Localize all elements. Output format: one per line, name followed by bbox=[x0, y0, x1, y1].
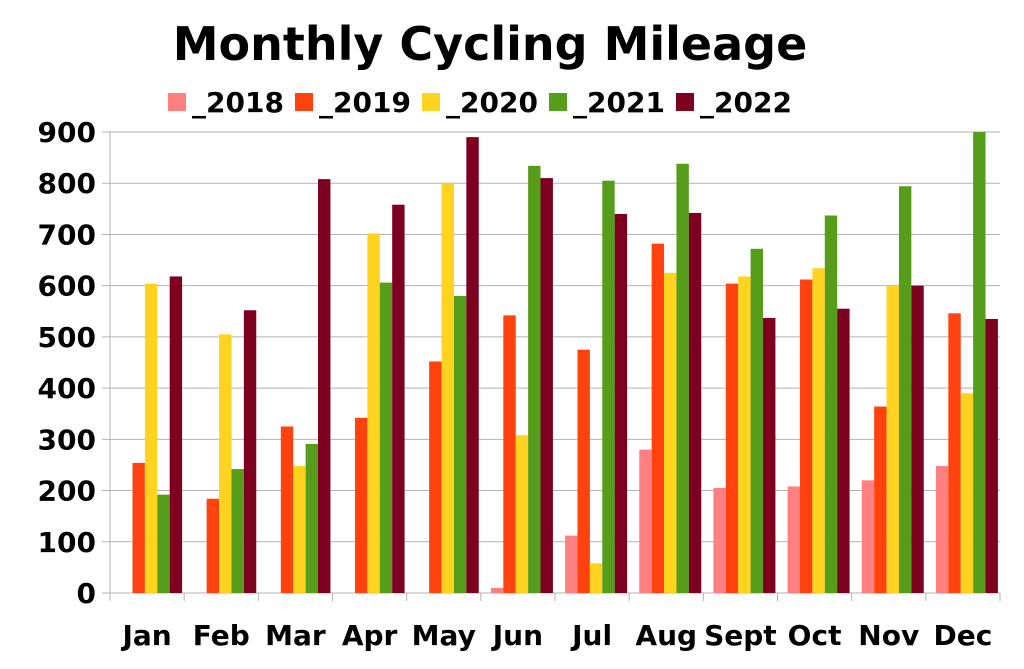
legend-label: _2022 bbox=[700, 86, 792, 119]
bar-2022-feb bbox=[243, 310, 257, 593]
bar-2021-jan bbox=[157, 494, 170, 593]
bar-2020-feb bbox=[219, 334, 232, 593]
x-tick-label: Jun bbox=[491, 619, 543, 652]
x-tick-label: Nov bbox=[858, 619, 919, 652]
bar-2022-oct bbox=[837, 308, 850, 593]
legend-swatch bbox=[168, 93, 186, 111]
bar-2022-apr bbox=[392, 204, 405, 594]
bar-2018-jul bbox=[565, 535, 578, 593]
y-tick-label: 200 bbox=[38, 475, 96, 508]
bar-2020-may bbox=[441, 183, 454, 593]
bar-2019-jul bbox=[577, 349, 590, 593]
y-tick-label: 400 bbox=[38, 372, 96, 405]
bar-2021-dec bbox=[973, 132, 986, 593]
bar-2022-sept bbox=[763, 317, 776, 593]
bar-2019-dec bbox=[948, 313, 961, 593]
bar-2019-jan bbox=[132, 462, 145, 593]
legend-label: _2021 bbox=[573, 86, 665, 119]
bar-2020-jan bbox=[144, 283, 158, 593]
y-tick-label: 600 bbox=[38, 270, 96, 303]
legend-swatch bbox=[295, 93, 313, 111]
bar-2022-nov bbox=[911, 285, 924, 593]
y-tick-label: 900 bbox=[38, 116, 96, 149]
legend: _2018 _2019 _2020 _2021 _2022 bbox=[168, 86, 792, 119]
bars bbox=[132, 132, 998, 594]
bar-2021-sept bbox=[750, 248, 764, 593]
bar-2018-aug bbox=[639, 449, 652, 593]
bar-2021-jun bbox=[528, 165, 541, 593]
bar-2019-apr bbox=[354, 417, 368, 593]
legend-label: _2018 bbox=[192, 86, 284, 119]
bar-2022-dec bbox=[985, 318, 998, 593]
bar-2019-sept bbox=[725, 283, 739, 593]
bar-2021-nov bbox=[898, 186, 912, 593]
legend-swatch bbox=[549, 93, 567, 111]
bar-2022-aug bbox=[688, 212, 702, 594]
legend-swatch bbox=[676, 93, 694, 111]
chart-title: Monthly Cycling Mileage bbox=[173, 17, 808, 71]
bar-2021-jul bbox=[602, 180, 615, 593]
bar-2020-mar bbox=[293, 465, 306, 593]
x-tick-label: Mar bbox=[265, 619, 326, 652]
bar-2019-feb bbox=[206, 498, 220, 593]
bar-2018-jun bbox=[490, 587, 504, 593]
bar-2020-jun bbox=[515, 435, 529, 593]
x-tick-label: Sept bbox=[704, 619, 777, 652]
bar-2022-jun bbox=[540, 178, 553, 593]
bar-2020-sept bbox=[738, 276, 751, 593]
bar-2020-oct bbox=[812, 268, 825, 593]
bar-2019-aug bbox=[651, 243, 665, 594]
bar-2020-nov bbox=[886, 285, 899, 593]
bar-2022-may bbox=[466, 137, 479, 593]
bar-2022-jul bbox=[614, 213, 628, 593]
bar-2022-mar bbox=[318, 179, 331, 593]
legend-label: _2019 bbox=[319, 86, 411, 119]
legend-swatch bbox=[422, 93, 440, 111]
x-tick-label: Oct bbox=[788, 619, 842, 652]
y-tick-label: 0 bbox=[77, 577, 96, 610]
bar-2019-oct bbox=[799, 279, 813, 593]
x-tick-label: Feb bbox=[193, 619, 250, 652]
legend-label: _2020 bbox=[446, 86, 538, 119]
x-tick-label: Jan bbox=[120, 619, 171, 652]
bar-2019-jun bbox=[503, 315, 516, 593]
bar-2019-mar bbox=[280, 426, 294, 593]
y-tick-label: 700 bbox=[38, 218, 96, 251]
x-tick-label: Aug bbox=[635, 619, 697, 652]
y-tick-label: 500 bbox=[38, 321, 96, 354]
y-tick-label: 100 bbox=[38, 526, 96, 559]
bar-2020-dec bbox=[960, 393, 974, 593]
bar-2018-nov bbox=[861, 480, 875, 593]
bar-2018-sept bbox=[713, 487, 726, 593]
bar-2021-may bbox=[453, 295, 467, 593]
bar-2018-dec bbox=[935, 465, 949, 593]
y-axis-ticks: 0 100 200 300 400 500 600 700 800 900 bbox=[38, 116, 96, 610]
bar-2019-may bbox=[429, 361, 442, 593]
x-tick-label: Jul bbox=[570, 619, 612, 652]
bar-2020-aug bbox=[664, 272, 677, 593]
x-tick-label: Dec bbox=[933, 619, 992, 652]
x-axis-ticks: Jan Feb Mar Apr May Jun Jul Aug Sept Oct Nov Dec bbox=[120, 619, 992, 652]
bar-2020-apr bbox=[367, 233, 380, 594]
bar-2020-jul bbox=[589, 563, 603, 593]
x-tick-label: Apr bbox=[342, 619, 398, 652]
bar-2021-feb bbox=[231, 469, 244, 593]
bar-2019-nov bbox=[874, 406, 887, 593]
bar-2018-oct bbox=[787, 486, 800, 593]
x-tick-label: May bbox=[412, 619, 476, 652]
bar-2021-oct bbox=[824, 215, 838, 593]
bar-2022-jan bbox=[169, 276, 183, 593]
y-tick-label: 300 bbox=[38, 423, 96, 456]
bar-2021-apr bbox=[379, 282, 393, 593]
bar-2021-aug bbox=[676, 163, 689, 593]
bar-2021-mar bbox=[305, 443, 319, 593]
y-tick-label: 800 bbox=[38, 167, 96, 200]
